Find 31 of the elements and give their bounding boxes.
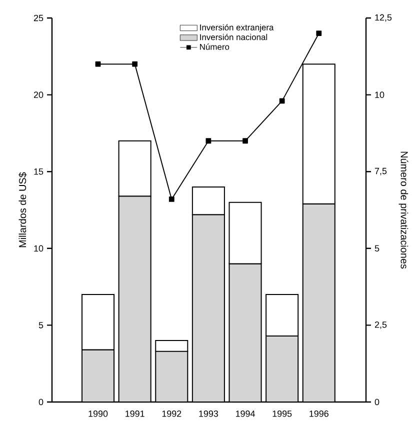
legend-label: Número — [200, 44, 230, 50]
x-tick-label: 1990 — [88, 410, 108, 417]
y-tick-label: 10 — [34, 245, 44, 252]
x-tick-label: 1992 — [162, 410, 182, 417]
y-tick-label: 20 — [34, 92, 44, 98]
y-tick-label: 0 — [38, 398, 44, 406]
point — [168, 196, 174, 202]
x-tick-label: 1995 — [272, 410, 292, 417]
x-tick-label: 1993 — [199, 410, 218, 417]
y2-tick-label: 5 — [374, 245, 380, 252]
x-tick-label: 1994 — [236, 410, 255, 417]
y2-tick-label: 7,5 — [374, 168, 387, 176]
y-tick-label: 15 — [34, 168, 44, 175]
y2-tick-label: 2,5 — [374, 321, 387, 329]
legend-label: Inversión nacional — [200, 34, 268, 40]
x-tick-label: 1991 — [126, 410, 144, 417]
point — [95, 61, 101, 67]
y2-tick-label: 0 — [374, 398, 380, 406]
y-axis-title: Millardos de US$ — [18, 172, 27, 248]
y2-tick-label: 12,5 — [375, 14, 392, 22]
x-tick-label: 1996 — [310, 410, 328, 417]
point — [242, 138, 248, 144]
point — [316, 30, 322, 36]
legend-label: Inversión extranjera — [200, 24, 274, 32]
point — [206, 138, 212, 144]
y-tick-label: 25 — [34, 14, 44, 22]
y2-axis-title: Número de privatizaciones — [398, 152, 408, 269]
y2-tick-label: 10 — [375, 92, 384, 98]
point — [279, 98, 285, 104]
y-tick-label: 5 — [38, 322, 44, 328]
point — [132, 61, 138, 67]
